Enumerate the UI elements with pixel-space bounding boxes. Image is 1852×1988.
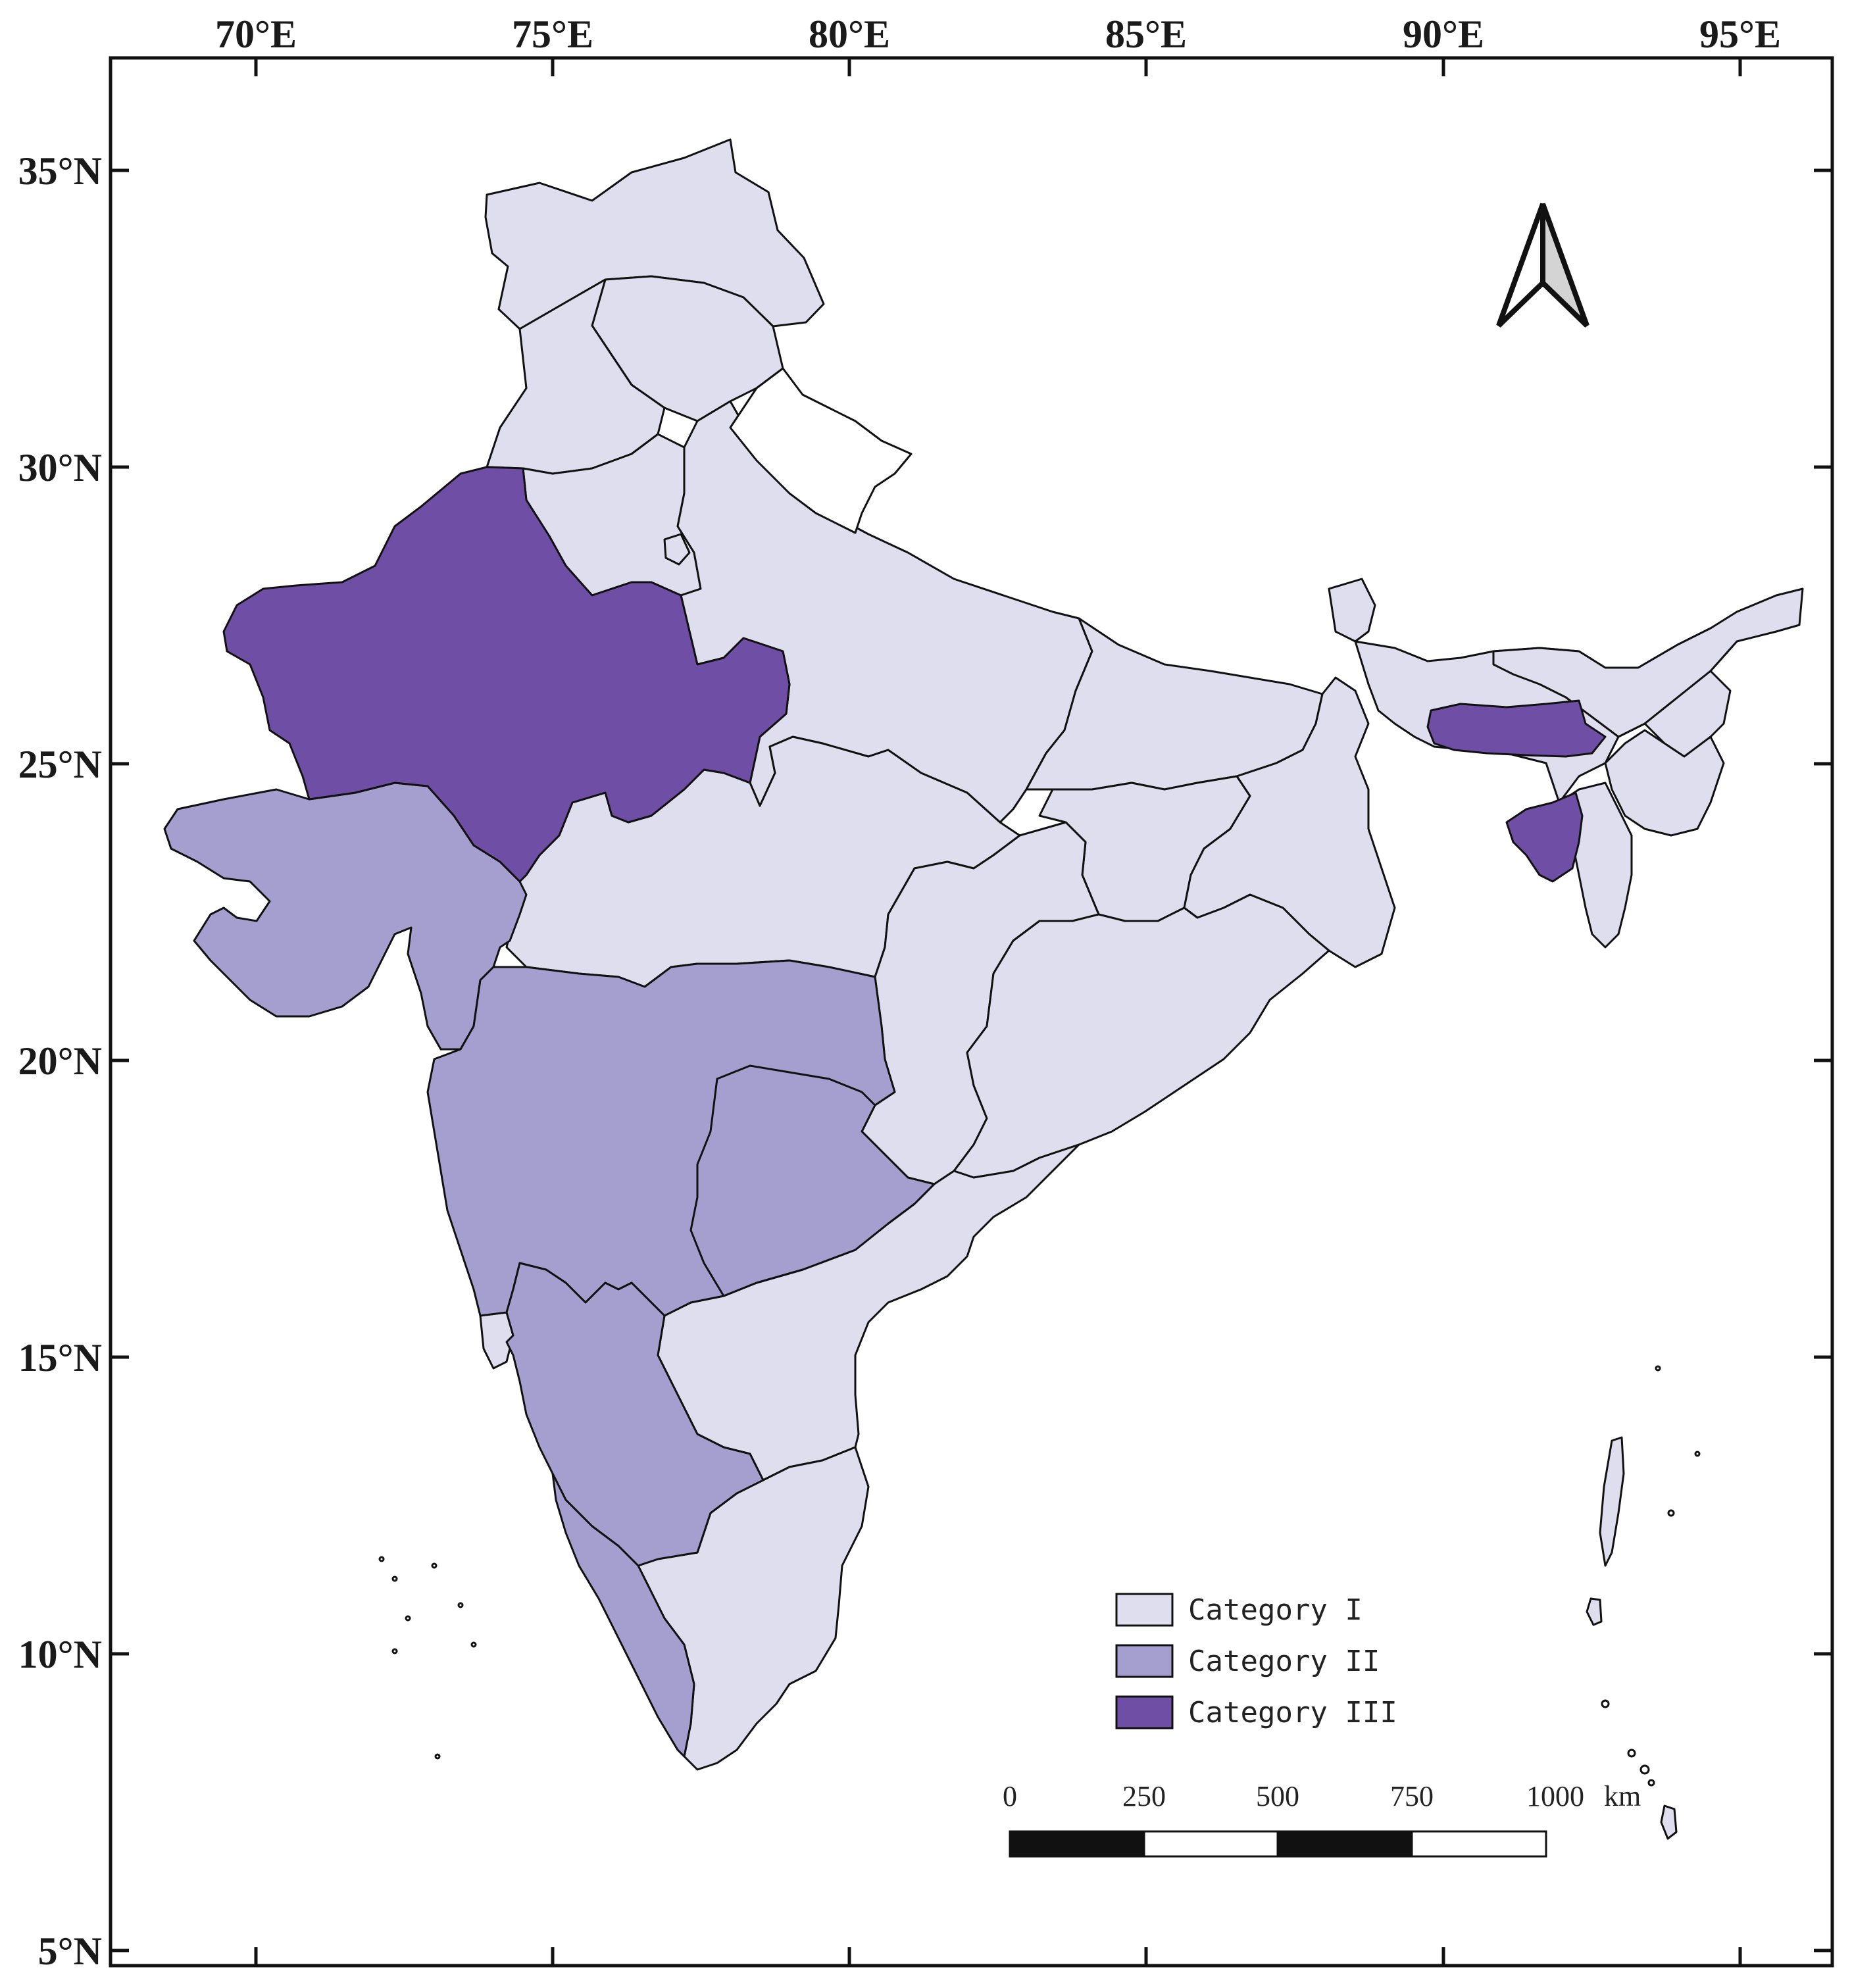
lon-label-75: 75°E xyxy=(512,12,593,56)
legend-swatch-category-3 xyxy=(1115,1695,1174,1729)
legend-label-category-3: Category III xyxy=(1188,1696,1397,1729)
region-manipur xyxy=(1604,729,1725,837)
region-rajasthan xyxy=(222,466,791,883)
region-andaman-south xyxy=(1586,1597,1603,1626)
lat-label-30: 30°N xyxy=(18,446,102,489)
scale-bar: 0 250 500 750 1000 km xyxy=(1003,1780,1641,1858)
scale-label-0: 0 xyxy=(1003,1780,1017,1812)
scale-label-500: 500 xyxy=(1256,1780,1299,1812)
lat-label-20: 20°N xyxy=(18,1039,102,1083)
scale-segment-2 xyxy=(1143,1830,1279,1858)
latitude-ticks xyxy=(111,168,1832,1952)
region-jammu-kashmir-ladakh xyxy=(484,138,825,330)
region-odisha xyxy=(953,893,1330,1179)
state-regions xyxy=(163,138,1804,1840)
lon-label-80: 80°E xyxy=(809,12,890,56)
scale-label-250: 250 xyxy=(1122,1780,1166,1812)
region-arunachal-pradesh xyxy=(1492,587,1804,738)
lat-label-35: 35°N xyxy=(18,149,102,193)
lon-label-90: 90°E xyxy=(1403,12,1484,56)
scale-label-1000: 1000 xyxy=(1526,1780,1584,1812)
scale-segment-1 xyxy=(1009,1830,1145,1858)
region-meghalaya xyxy=(1426,699,1607,758)
region-karnataka xyxy=(505,1262,764,1567)
lon-label-95: 95°E xyxy=(1699,12,1781,56)
scale-label-750: 750 xyxy=(1390,1780,1434,1812)
lon-label-85: 85°E xyxy=(1105,12,1187,56)
region-tripura xyxy=(1505,791,1584,883)
legend-label-category-1: Category I xyxy=(1188,1593,1363,1627)
legend-label-category-2: Category II xyxy=(1188,1645,1380,1678)
region-telangana xyxy=(689,1064,936,1297)
scale-unit: km xyxy=(1604,1780,1641,1812)
lat-label-25: 25°N xyxy=(18,743,102,786)
region-delhi xyxy=(663,533,691,566)
region-kerala xyxy=(551,1472,695,1758)
lat-label-5: 5°N xyxy=(38,1929,102,1973)
lon-label-70: 70°E xyxy=(215,12,297,56)
legend-swatch-category-2 xyxy=(1115,1644,1174,1678)
longitude-ticks xyxy=(254,58,1742,1966)
region-nicobar-islands xyxy=(1660,1804,1678,1840)
island-dots xyxy=(378,1365,1701,1787)
legend-swatch-category-1 xyxy=(1115,1593,1174,1627)
legend: Category I Category II Category III xyxy=(1115,1593,1397,1729)
region-andaman-islands xyxy=(1599,1436,1625,1567)
scale-segment-4 xyxy=(1411,1830,1547,1858)
region-west-bengal xyxy=(1183,676,1396,968)
lat-label-15: 15°N xyxy=(18,1336,102,1379)
region-sikkim xyxy=(1328,578,1376,643)
scale-segment-3 xyxy=(1276,1830,1413,1858)
region-uttarakhand xyxy=(729,367,913,534)
north-arrow-icon xyxy=(1496,203,1589,328)
lat-label-10: 10°N xyxy=(18,1633,102,1676)
